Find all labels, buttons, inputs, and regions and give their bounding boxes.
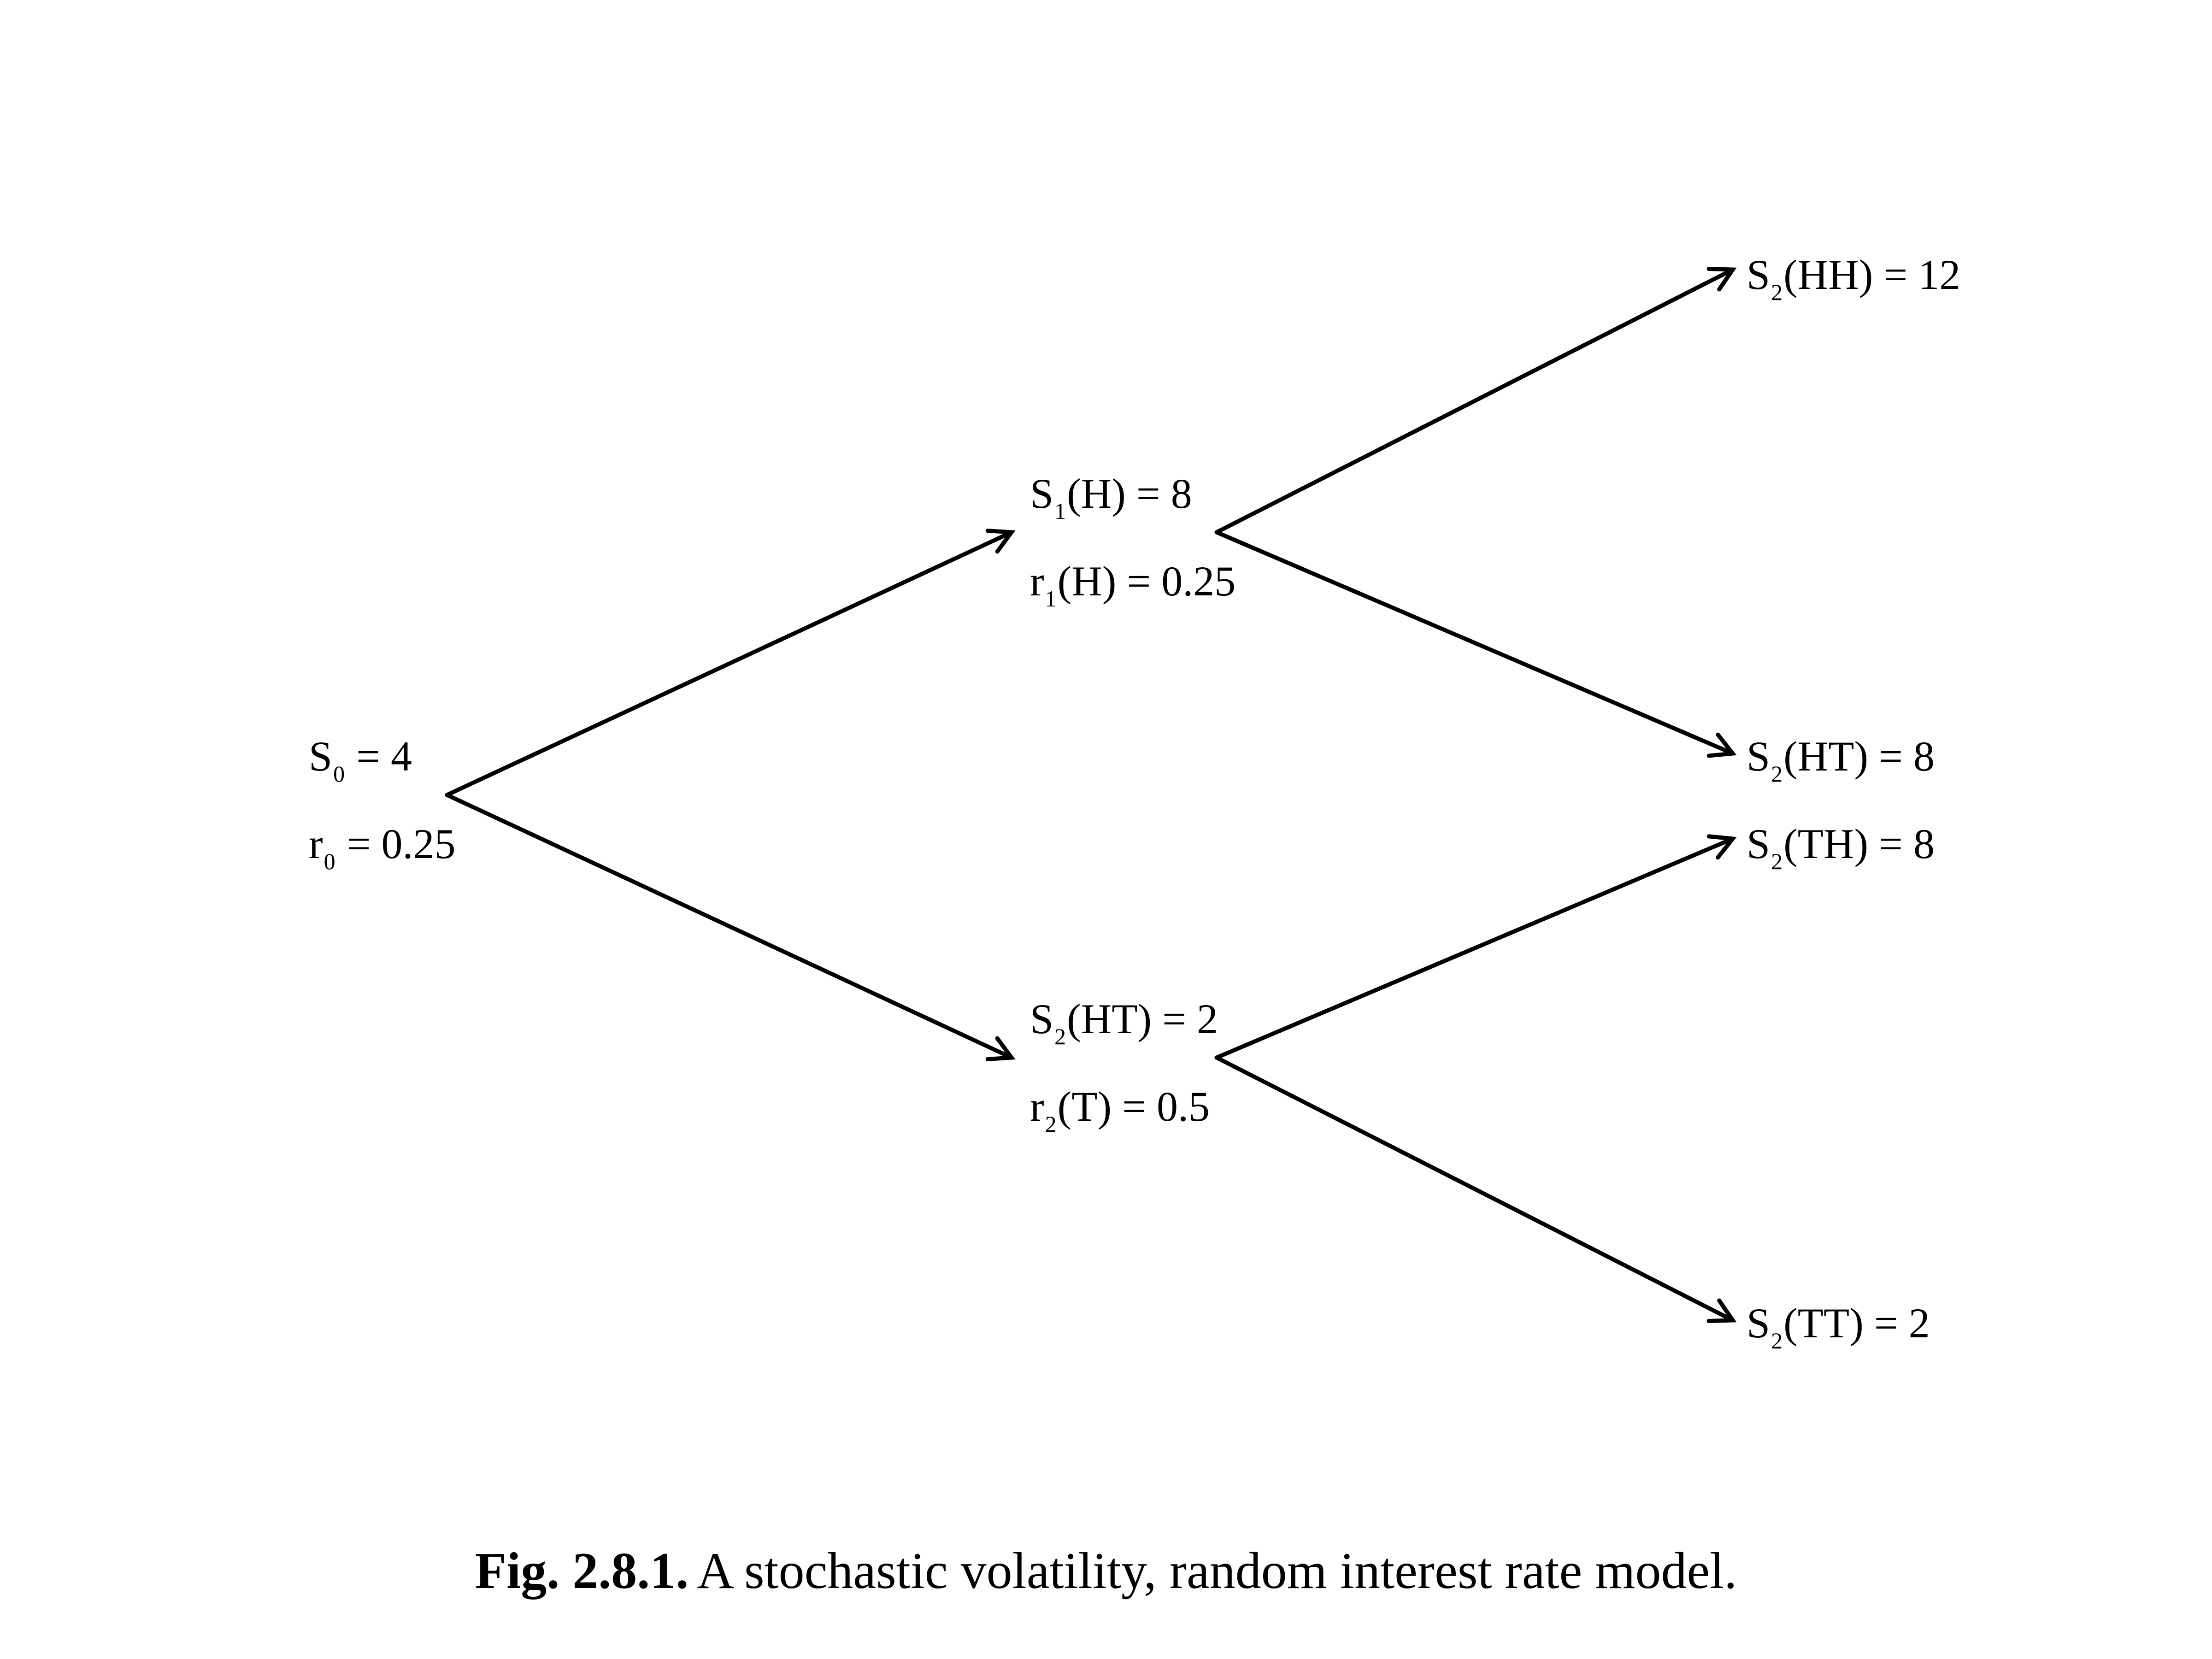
arrowhead-icon <box>985 529 1016 554</box>
edge-root-to-t <box>445 793 1016 1061</box>
arrowhead-icon <box>1706 266 1737 292</box>
edge-root-to-h <box>445 529 1016 797</box>
arrowhead-icon <box>1706 732 1737 758</box>
figure-caption-text: A stochastic volatility, random interest… <box>697 1542 1737 1600</box>
edge-h-to-ht <box>1214 530 1737 758</box>
node-ht-label: S2(HT) = 8 <box>1747 733 1935 787</box>
arrowhead-icon <box>985 1036 1016 1061</box>
node-root-rate-label: r0 = 0.25 <box>309 820 456 874</box>
arrowhead-icon <box>1706 1298 1737 1324</box>
node-th-label: S2(TH) = 8 <box>1747 820 1935 874</box>
node-h-rate-label: r1(H) = 0.25 <box>1030 558 1236 612</box>
node-hh-label: S2(HH) = 12 <box>1747 251 1961 305</box>
edge-t-to-tt <box>1214 1055 1737 1324</box>
node-t-rate-label: r2(T) = 0.5 <box>1030 1083 1210 1137</box>
arrowhead-icon <box>1706 834 1737 860</box>
edge-t-to-th <box>1214 834 1737 1060</box>
figure-caption-label: Fig. 2.8.1. <box>475 1542 689 1600</box>
edge-h-to-hh <box>1214 266 1737 535</box>
node-root-stock-label: S0 = 4 <box>309 733 412 787</box>
figure-caption: Fig. 2.8.1. A stochastic volatility, rand… <box>0 1541 2212 1601</box>
node-t-stock-label: S2(HT) = 2 <box>1030 995 1218 1049</box>
node-h-stock-label: S1(H) = 8 <box>1030 470 1192 524</box>
node-tt-label: S2(TT) = 2 <box>1747 1300 1930 1353</box>
